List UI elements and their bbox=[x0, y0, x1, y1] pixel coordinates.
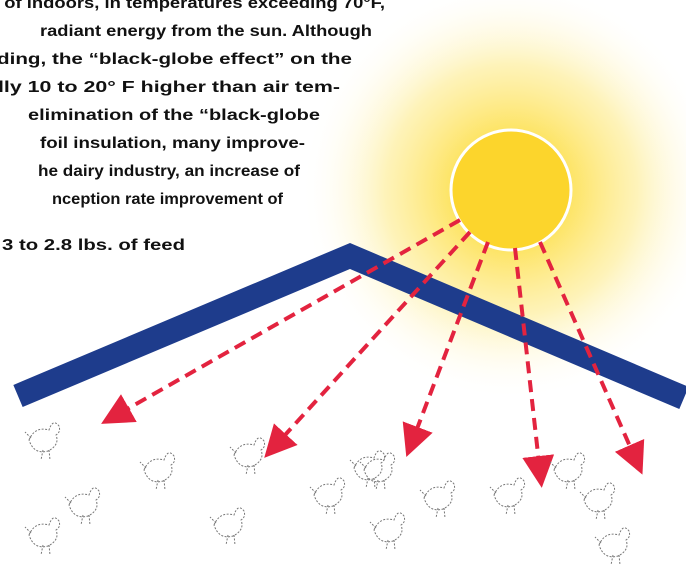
roof bbox=[13, 242, 686, 410]
text-line: nception rate improvement of bbox=[52, 191, 284, 208]
radiation-arrows bbox=[101, 218, 645, 488]
chicken bbox=[369, 512, 406, 551]
text-line: foil insulation, many improve- bbox=[40, 135, 305, 152]
chicken bbox=[419, 480, 456, 519]
text-line: radiant energy from the sun. Although bbox=[40, 23, 372, 40]
text-line: lly 10 to 20° F higher than air tem- bbox=[0, 79, 340, 96]
chicken bbox=[24, 422, 61, 461]
chicken bbox=[209, 507, 246, 546]
text-line: 3 to 2.8 lbs. of feed bbox=[2, 237, 185, 254]
chicken bbox=[489, 477, 526, 516]
sun bbox=[449, 128, 573, 252]
chicken bbox=[549, 452, 586, 491]
chicken bbox=[349, 450, 386, 489]
arrow bbox=[402, 241, 490, 457]
arrow bbox=[101, 218, 461, 424]
text-line: he dairy industry, an increase of bbox=[38, 163, 301, 180]
chicken bbox=[359, 452, 396, 491]
text-line: ding, the “black-globe effect” on the bbox=[0, 51, 352, 68]
chickens bbox=[24, 422, 631, 566]
text-line: r of indoors, in temperatures exceeding … bbox=[0, 0, 385, 12]
chicken bbox=[24, 517, 61, 556]
chicken bbox=[579, 482, 616, 521]
arrow bbox=[264, 230, 472, 458]
text-line: elimination of the “black-globe bbox=[28, 107, 320, 124]
text-block: r of indoors, in temperatures exceeding … bbox=[0, 0, 385, 254]
chicken bbox=[139, 452, 176, 491]
chicken bbox=[229, 437, 266, 476]
chicken bbox=[594, 527, 631, 566]
arrow bbox=[538, 241, 645, 475]
chicken bbox=[64, 487, 101, 526]
chicken bbox=[309, 477, 346, 516]
